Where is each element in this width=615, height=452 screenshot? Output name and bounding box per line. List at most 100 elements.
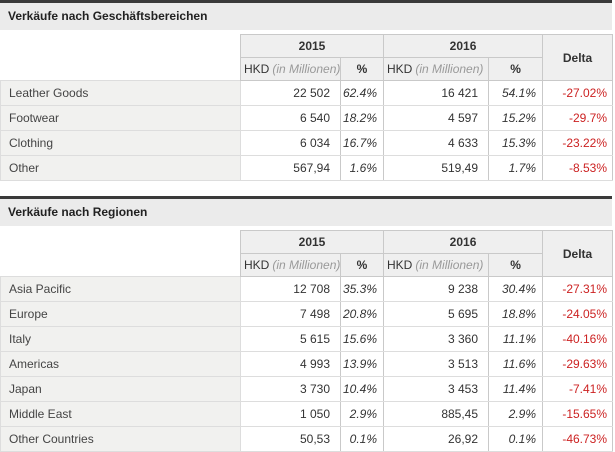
- value-2015-hkd: 5 615: [240, 326, 341, 352]
- row-label: Other: [0, 155, 241, 181]
- column-header-2016: 2016: [383, 230, 544, 254]
- value-2015-pct: 10.4%: [339, 376, 385, 402]
- table-row: Europe 7 498 20.8% 5 695 18.8% -24.05%: [0, 301, 614, 327]
- row-label: Leather Goods: [0, 80, 241, 106]
- corner-cell: [0, 34, 241, 81]
- row-label: Americas: [0, 351, 241, 377]
- value-2016-hkd: 4 597: [383, 105, 490, 131]
- table-row: Other 567,94 1.6% 519,49 1.7% -8.53%: [0, 155, 614, 181]
- table-row: Asia Pacific 12 708 35.3% 9 238 30.4% -2…: [0, 276, 614, 302]
- row-label: Italy: [0, 326, 241, 352]
- value-2016-hkd: 5 695: [383, 301, 490, 327]
- value-delta: -15.65%: [542, 401, 614, 427]
- value-delta: -29.63%: [542, 351, 614, 377]
- value-delta: -27.02%: [542, 80, 614, 106]
- value-delta: -40.16%: [542, 326, 614, 352]
- value-2015-hkd: 6 540: [240, 105, 341, 131]
- value-2015-pct: 18.2%: [339, 105, 385, 131]
- table-row: Italy 5 615 15.6% 3 360 11.1% -40.16%: [0, 326, 614, 352]
- table-row: Middle East 1 050 2.9% 885,45 2.9% -15.6…: [0, 401, 614, 427]
- hkd-unit-label: (in Millionen): [272, 62, 341, 76]
- hkd-unit-label: (in Millionen): [415, 62, 484, 76]
- value-2016-pct: 30.4%: [488, 276, 544, 302]
- column-header-delta: Delta: [542, 34, 614, 81]
- hkd-unit-label: (in Millionen): [272, 258, 341, 272]
- column-header-2015: 2015: [239, 230, 385, 254]
- section-business-divisions: Verkäufe nach Geschäftsbereichen 2015 20…: [0, 0, 614, 181]
- table-row: Americas 4 993 13.9% 3 513 11.6% -29.63%: [0, 351, 614, 377]
- hkd-label: HKD: [244, 258, 270, 272]
- value-2015-pct: 35.3%: [339, 276, 385, 302]
- column-header-hkd-2016: HKD (in Millionen): [383, 57, 490, 81]
- value-2015-hkd: 4 993: [240, 351, 341, 377]
- value-2016-hkd: 519,49: [383, 155, 490, 181]
- value-delta: -7.41%: [542, 376, 614, 402]
- table-row: Japan 3 730 10.4% 3 453 11.4% -7.41%: [0, 376, 614, 402]
- value-2016-pct: 18.8%: [488, 301, 544, 327]
- value-2015-hkd: 567,94: [240, 155, 341, 181]
- column-header-pct-2016: %: [488, 253, 544, 277]
- row-label: Europe: [0, 301, 241, 327]
- column-header-hkd-2015: HKD (in Millionen): [240, 253, 341, 277]
- table-row: Clothing 6 034 16.7% 4 633 15.3% -23.22%: [0, 130, 614, 156]
- table-row: Footwear 6 540 18.2% 4 597 15.2% -29.7%: [0, 105, 614, 131]
- value-2015-pct: 13.9%: [339, 351, 385, 377]
- value-2016-hkd: 3 453: [383, 376, 490, 402]
- value-delta: -27.31%: [542, 276, 614, 302]
- column-header-pct-2016: %: [488, 57, 544, 81]
- value-2015-hkd: 7 498: [240, 301, 341, 327]
- value-2015-hkd: 3 730: [240, 376, 341, 402]
- column-header-pct-2015: %: [339, 253, 385, 277]
- column-header-hkd-2016: HKD (in Millionen): [383, 253, 490, 277]
- section-title: Verkäufe nach Regionen: [0, 196, 612, 226]
- value-2015-pct: 20.8%: [339, 301, 385, 327]
- value-2015-pct: 16.7%: [339, 130, 385, 156]
- value-2016-hkd: 4 633: [383, 130, 490, 156]
- row-label: Middle East: [0, 401, 241, 427]
- hkd-unit-label: (in Millionen): [415, 258, 484, 272]
- value-delta: -23.22%: [542, 130, 614, 156]
- value-2015-pct: 15.6%: [339, 326, 385, 352]
- value-2015-pct: 62.4%: [339, 80, 385, 106]
- value-2016-pct: 54.1%: [488, 80, 544, 106]
- value-2016-pct: 11.1%: [488, 326, 544, 352]
- value-delta: -8.53%: [542, 155, 614, 181]
- value-2015-pct: 0.1%: [339, 426, 385, 452]
- header-row-units: HKD (in Millionen) % HKD (in Millionen) %: [1, 57, 613, 81]
- hkd-label: HKD: [244, 62, 270, 76]
- hkd-label: HKD: [387, 62, 413, 76]
- table-row: Leather Goods 22 502 62.4% 16 421 54.1% …: [0, 80, 614, 106]
- value-2015-pct: 1.6%: [339, 155, 385, 181]
- column-header-pct-2015: %: [339, 57, 385, 81]
- section-title: Verkäufe nach Geschäftsbereichen: [0, 0, 612, 30]
- column-header-2015: 2015: [239, 34, 385, 58]
- value-2016-pct: 11.6%: [488, 351, 544, 377]
- value-2016-hkd: 16 421: [383, 80, 490, 106]
- value-2015-hkd: 22 502: [240, 80, 341, 106]
- row-label: Clothing: [0, 130, 241, 156]
- value-2016-hkd: 3 513: [383, 351, 490, 377]
- value-delta: -46.73%: [542, 426, 614, 452]
- row-label: Asia Pacific: [0, 276, 241, 302]
- value-2016-pct: 2.9%: [488, 401, 544, 427]
- value-2016-pct: 15.2%: [488, 105, 544, 131]
- value-2015-hkd: 12 708: [240, 276, 341, 302]
- value-2016-hkd: 9 238: [383, 276, 490, 302]
- row-label: Japan: [0, 376, 241, 402]
- value-2015-pct: 2.9%: [339, 401, 385, 427]
- value-delta: -29.7%: [542, 105, 614, 131]
- corner-cell: [0, 230, 241, 277]
- header-row-years: 2015 2016 Delta: [0, 34, 614, 81]
- column-header-2016: 2016: [383, 34, 544, 58]
- section-regions: Verkäufe nach Regionen 2015 2016 Delta H…: [0, 196, 614, 452]
- value-2015-hkd: 6 034: [240, 130, 341, 156]
- value-2016-pct: 11.4%: [488, 376, 544, 402]
- regions-table: 2015 2016 Delta HKD (in Millionen) % HKD(…: [0, 230, 614, 452]
- value-2016-pct: 15.3%: [488, 130, 544, 156]
- value-delta: -24.05%: [542, 301, 614, 327]
- column-header-hkd-2015: HKD (in Millionen): [240, 57, 341, 81]
- header-row-units: HKD (in Millionen) % HKD (in Millionen) %: [1, 253, 613, 277]
- table-header: 2015 2016 Delta HKD (in Millionen) % HKD(…: [0, 34, 614, 81]
- header-row-years: 2015 2016 Delta: [0, 230, 614, 277]
